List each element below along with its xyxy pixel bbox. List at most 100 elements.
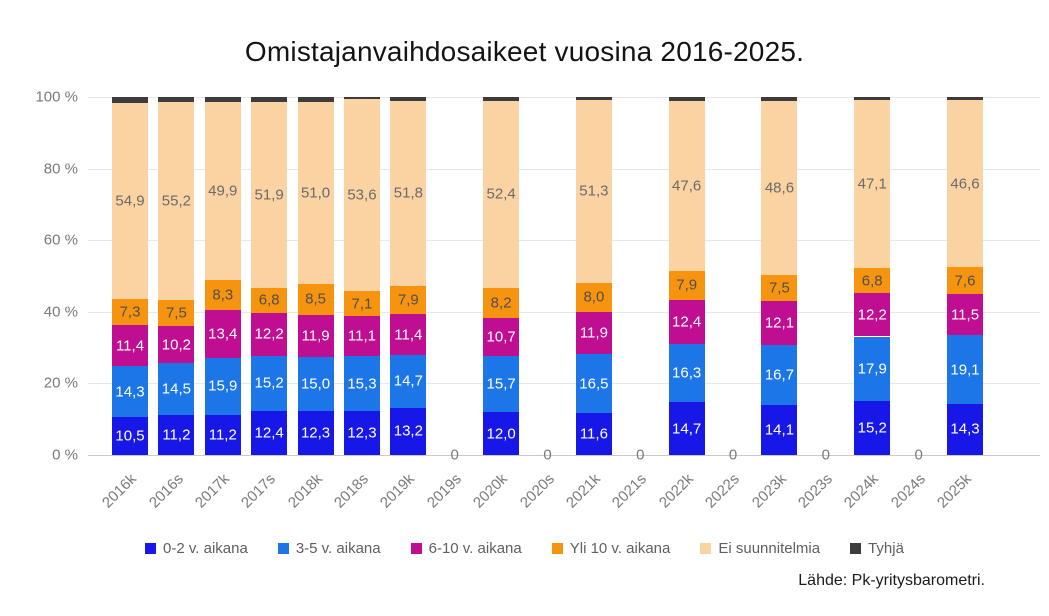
bar-segment-0-2-v-aikana[interactable] xyxy=(204,414,241,455)
legend-item-0-2-v-aikana: 0-2 v. aikana xyxy=(145,540,248,557)
bar-segment-ei-suunnitelmia[interactable] xyxy=(668,100,705,272)
bar-segment-3-5-v-aikana[interactable] xyxy=(297,357,334,411)
bar-segment-yli-10-v-aikana[interactable] xyxy=(112,299,148,326)
bar-segment-0-2-v-aikana[interactable] xyxy=(112,417,148,455)
bar-segment-yli-10-v-aikana[interactable] xyxy=(668,271,705,300)
bar-segment-3-5-v-aikana[interactable] xyxy=(854,336,891,401)
bar-segment-0-2-v-aikana[interactable] xyxy=(947,403,983,455)
bar-segment-3-5-v-aikana[interactable] xyxy=(668,344,705,403)
legend-item-3-5-v-aikana: 3-5 v. aikana xyxy=(277,540,381,557)
y-axis-tick-label: 60 % xyxy=(43,231,78,249)
x-axis-tick-label: 2021k xyxy=(562,470,604,512)
bar-segment-yli-10-v-aikana[interactable] xyxy=(251,288,288,313)
bar-segment-yli-10-v-aikana[interactable] xyxy=(390,286,427,315)
bar-segment-6-10-v-aikana[interactable] xyxy=(251,312,288,357)
bar-segment-yli-10-v-aikana[interactable] xyxy=(947,267,983,295)
bar-segment-tyhja[interactable] xyxy=(575,97,612,100)
bar-segment-tyhja[interactable] xyxy=(761,97,798,101)
bar-segment-ei-suunnitelmia[interactable] xyxy=(158,102,195,300)
bar-segment-0-2-v-aikana[interactable] xyxy=(483,412,520,455)
bar-segment-3-5-v-aikana[interactable] xyxy=(204,357,241,415)
bar-segment-6-10-v-aikana[interactable] xyxy=(947,294,983,336)
bar-segment-0-2-v-aikana[interactable] xyxy=(575,413,612,455)
legend-item-tyhj-: Tyhjä xyxy=(850,540,904,557)
bar-segment-6-10-v-aikana[interactable] xyxy=(204,310,241,358)
bar-segment-ei-suunnitelmia[interactable] xyxy=(947,100,983,268)
bar-segment-3-5-v-aikana[interactable] xyxy=(483,355,520,413)
legend-item-label: Tyhjä xyxy=(868,540,904,557)
bar-segment-3-5-v-aikana[interactable] xyxy=(158,362,195,415)
gridline xyxy=(88,240,1040,242)
bar-segment-0-2-v-aikana[interactable] xyxy=(343,410,380,455)
bar-segment-3-5-v-aikana[interactable] xyxy=(947,335,983,404)
bar-segment-yli-10-v-aikana[interactable] xyxy=(854,268,891,293)
bar-segment-3-5-v-aikana[interactable] xyxy=(112,366,148,418)
bar-segment-0-2-v-aikana[interactable] xyxy=(668,402,705,455)
bar-segment-3-5-v-aikana[interactable] xyxy=(390,355,427,408)
gridline xyxy=(88,97,1040,98)
bar-segment-6-10-v-aikana[interactable] xyxy=(390,314,427,356)
bar-segment-tyhja[interactable] xyxy=(297,97,334,102)
bar-segment-0-2-v-aikana[interactable] xyxy=(390,407,427,455)
bar-segment-ei-suunnitelmia[interactable] xyxy=(297,101,334,285)
bar-segment-6-10-v-aikana[interactable] xyxy=(158,326,195,363)
bar-segment-0-2-v-aikana[interactable] xyxy=(297,410,334,455)
bar-segment-6-10-v-aikana[interactable] xyxy=(854,292,891,337)
bar-segment-6-10-v-aikana[interactable] xyxy=(668,299,705,345)
bar-segment-3-5-v-aikana[interactable] xyxy=(251,356,288,411)
bar-segment-0-2-v-aikana[interactable] xyxy=(251,410,288,455)
bar-segment-ei-suunnitelmia[interactable] xyxy=(343,99,380,292)
bar-segment-3-5-v-aikana[interactable] xyxy=(343,356,380,411)
zero-value-label: 0 xyxy=(821,446,830,464)
bar-segment-tyhja[interactable] xyxy=(204,97,241,102)
bar-segment-tyhja[interactable] xyxy=(343,97,380,100)
bar-segment-ei-suunnitelmia[interactable] xyxy=(761,100,798,275)
bar-segment-ei-suunnitelmia[interactable] xyxy=(854,99,891,269)
bar-segment-yli-10-v-aikana[interactable] xyxy=(343,291,380,317)
bar-segment-6-10-v-aikana[interactable] xyxy=(483,317,520,356)
bar-segment-tyhja[interactable] xyxy=(854,97,891,100)
bar-segment-ei-suunnitelmia[interactable] xyxy=(575,99,612,284)
x-axis-tick-label: 2019s xyxy=(423,470,465,512)
bar-segment-yli-10-v-aikana[interactable] xyxy=(483,288,520,318)
bar-segment-ei-suunnitelmia[interactable] xyxy=(204,101,241,281)
bar-segment-6-10-v-aikana[interactable] xyxy=(575,311,612,355)
bar-segment-6-10-v-aikana[interactable] xyxy=(761,301,798,345)
bar-segment-tyhja[interactable] xyxy=(251,97,288,103)
bar-segment-6-10-v-aikana[interactable] xyxy=(343,316,380,357)
bar-segment-0-2-v-aikana[interactable] xyxy=(761,404,798,455)
x-axis-tick-label: 2023k xyxy=(748,470,790,512)
legend-item-label: Ei suunnitelmia xyxy=(718,540,821,557)
bar-segment-tyhja[interactable] xyxy=(668,97,705,101)
bar-segment-0-2-v-aikana[interactable] xyxy=(158,414,195,455)
zero-value-label: 0 xyxy=(914,446,923,464)
bar-segment-yli-10-v-aikana[interactable] xyxy=(297,284,334,315)
zero-value-label: 0 xyxy=(728,446,738,464)
bar-segment-6-10-v-aikana[interactable] xyxy=(112,325,148,367)
gridline xyxy=(88,168,1040,170)
legend-item-label: 6-10 v. aikana xyxy=(428,540,522,557)
bar-segment-ei-suunnitelmia[interactable] xyxy=(112,102,148,300)
legend-swatch-icon xyxy=(850,543,862,554)
bar-segment-yli-10-v-aikana[interactable] xyxy=(204,280,241,310)
bar-segment-tyhja[interactable] xyxy=(390,97,427,101)
bar-segment-tyhja[interactable] xyxy=(483,97,520,101)
bar-segment-3-5-v-aikana[interactable] xyxy=(575,354,612,414)
gridline xyxy=(88,383,1040,385)
bar-segment-3-5-v-aikana[interactable] xyxy=(761,344,798,405)
bar-segment-ei-suunnitelmia[interactable] xyxy=(251,102,288,289)
bar-segment-tyhja[interactable] xyxy=(112,97,148,103)
bar-segment-6-10-v-aikana[interactable] xyxy=(297,314,334,358)
bar-segment-0-2-v-aikana[interactable] xyxy=(854,400,891,455)
x-axis-tick-label: 2021s xyxy=(609,470,651,512)
bar-segment-yli-10-v-aikana[interactable] xyxy=(761,274,798,302)
bar-segment-yli-10-v-aikana[interactable] xyxy=(158,299,195,327)
bar-segment-tyhja[interactable] xyxy=(947,97,983,101)
bar-segment-ei-suunnitelmia[interactable] xyxy=(483,100,520,289)
bar-segment-yli-10-v-aikana[interactable] xyxy=(575,283,612,312)
x-axis-tick-label: 2018k xyxy=(284,470,326,512)
bar-segment-tyhja[interactable] xyxy=(158,97,195,102)
bar-segment-ei-suunnitelmia[interactable] xyxy=(390,100,427,287)
x-axis-tick-label: 2024k xyxy=(841,470,883,512)
